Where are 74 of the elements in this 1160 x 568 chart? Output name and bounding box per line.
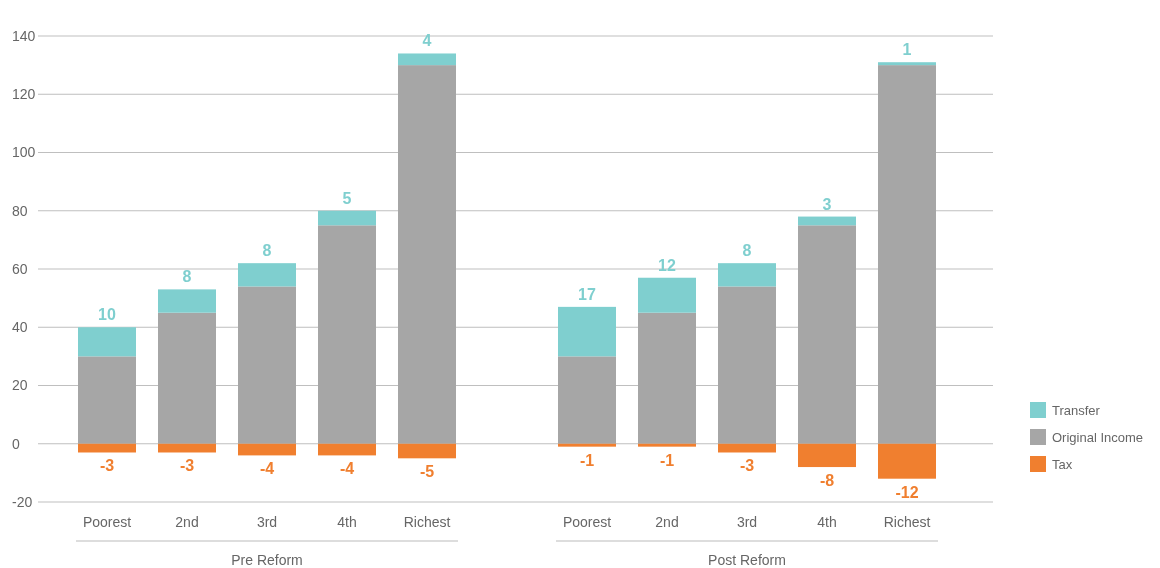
x-tick-label: 3rd <box>736 514 758 530</box>
x-tick-label: Richest <box>403 514 451 530</box>
data-label: -1 <box>579 451 595 469</box>
x-tick-label: 2nd <box>655 514 679 530</box>
bar <box>558 306 616 357</box>
data-label: -3 <box>99 457 115 475</box>
bar <box>878 65 936 444</box>
y-tick-label: 40 <box>12 319 28 336</box>
data-label: 17 <box>578 285 596 303</box>
data-label: 8 <box>742 242 752 260</box>
bar <box>798 216 856 226</box>
y-tick-label: 60 <box>12 260 28 277</box>
x-tick-label: Poorest <box>562 514 612 530</box>
data-label: 8 <box>182 268 192 286</box>
bar <box>318 443 376 456</box>
y-tick-label: -20 <box>12 493 33 510</box>
x-tick-label: Richest <box>883 514 931 530</box>
y-tick-label: 0 <box>12 435 20 452</box>
data-label: 12 <box>658 256 676 274</box>
bar <box>158 443 216 453</box>
data-label: -3 <box>179 457 195 475</box>
data-label: 1 <box>902 41 912 59</box>
bar <box>638 277 696 313</box>
x-tick-label: 4th <box>337 514 357 530</box>
data-label: 3 <box>822 195 832 213</box>
bar <box>798 443 856 468</box>
bar <box>558 356 616 444</box>
bar <box>638 312 696 444</box>
data-label: 8 <box>262 242 272 260</box>
text: Post Reform <box>708 552 786 568</box>
x-tick-label: 3rd <box>256 514 278 530</box>
data-label: -3 <box>739 457 755 475</box>
bar <box>798 225 856 444</box>
bar <box>78 356 136 444</box>
x-tick-label: 4th <box>817 514 837 530</box>
y-tick-label: 100 <box>12 144 36 161</box>
bar <box>158 312 216 444</box>
data-label: 5 <box>342 189 352 207</box>
legend-label: Tax <box>1052 456 1073 472</box>
x-tick-label: 2nd <box>175 514 199 530</box>
data-label: -12 <box>895 483 919 501</box>
y-tick-label: 140 <box>12 27 36 44</box>
data-label: 4 <box>422 32 432 50</box>
data-label: -1 <box>659 451 675 469</box>
bar <box>638 443 696 447</box>
bar <box>718 443 776 453</box>
y-tick-label: 80 <box>12 202 28 219</box>
bar <box>398 65 456 444</box>
bar <box>78 443 136 453</box>
data-label: -4 <box>339 460 355 478</box>
bar <box>718 286 776 444</box>
bar <box>398 443 456 459</box>
bar <box>558 443 616 447</box>
legend-label: Original Income <box>1052 429 1144 445</box>
bar <box>878 62 936 66</box>
data-label: 10 <box>98 306 116 324</box>
bar <box>238 263 296 287</box>
x-tick-label: Poorest <box>82 514 132 530</box>
bar <box>318 210 376 226</box>
data-label: -4 <box>259 460 275 478</box>
data-label: -5 <box>419 463 435 481</box>
bar <box>238 286 296 444</box>
y-tick-label: 120 <box>12 86 36 103</box>
bar <box>718 263 776 287</box>
y-tick-label: 20 <box>12 377 28 394</box>
text: Pre Reform <box>231 552 303 568</box>
data-label: -8 <box>819 472 835 490</box>
bar <box>238 443 296 456</box>
bar <box>158 289 216 313</box>
bar <box>78 327 136 357</box>
legend-label: Transfer <box>1052 402 1101 418</box>
bar <box>318 225 376 444</box>
bar <box>398 53 456 66</box>
bar <box>878 443 936 479</box>
